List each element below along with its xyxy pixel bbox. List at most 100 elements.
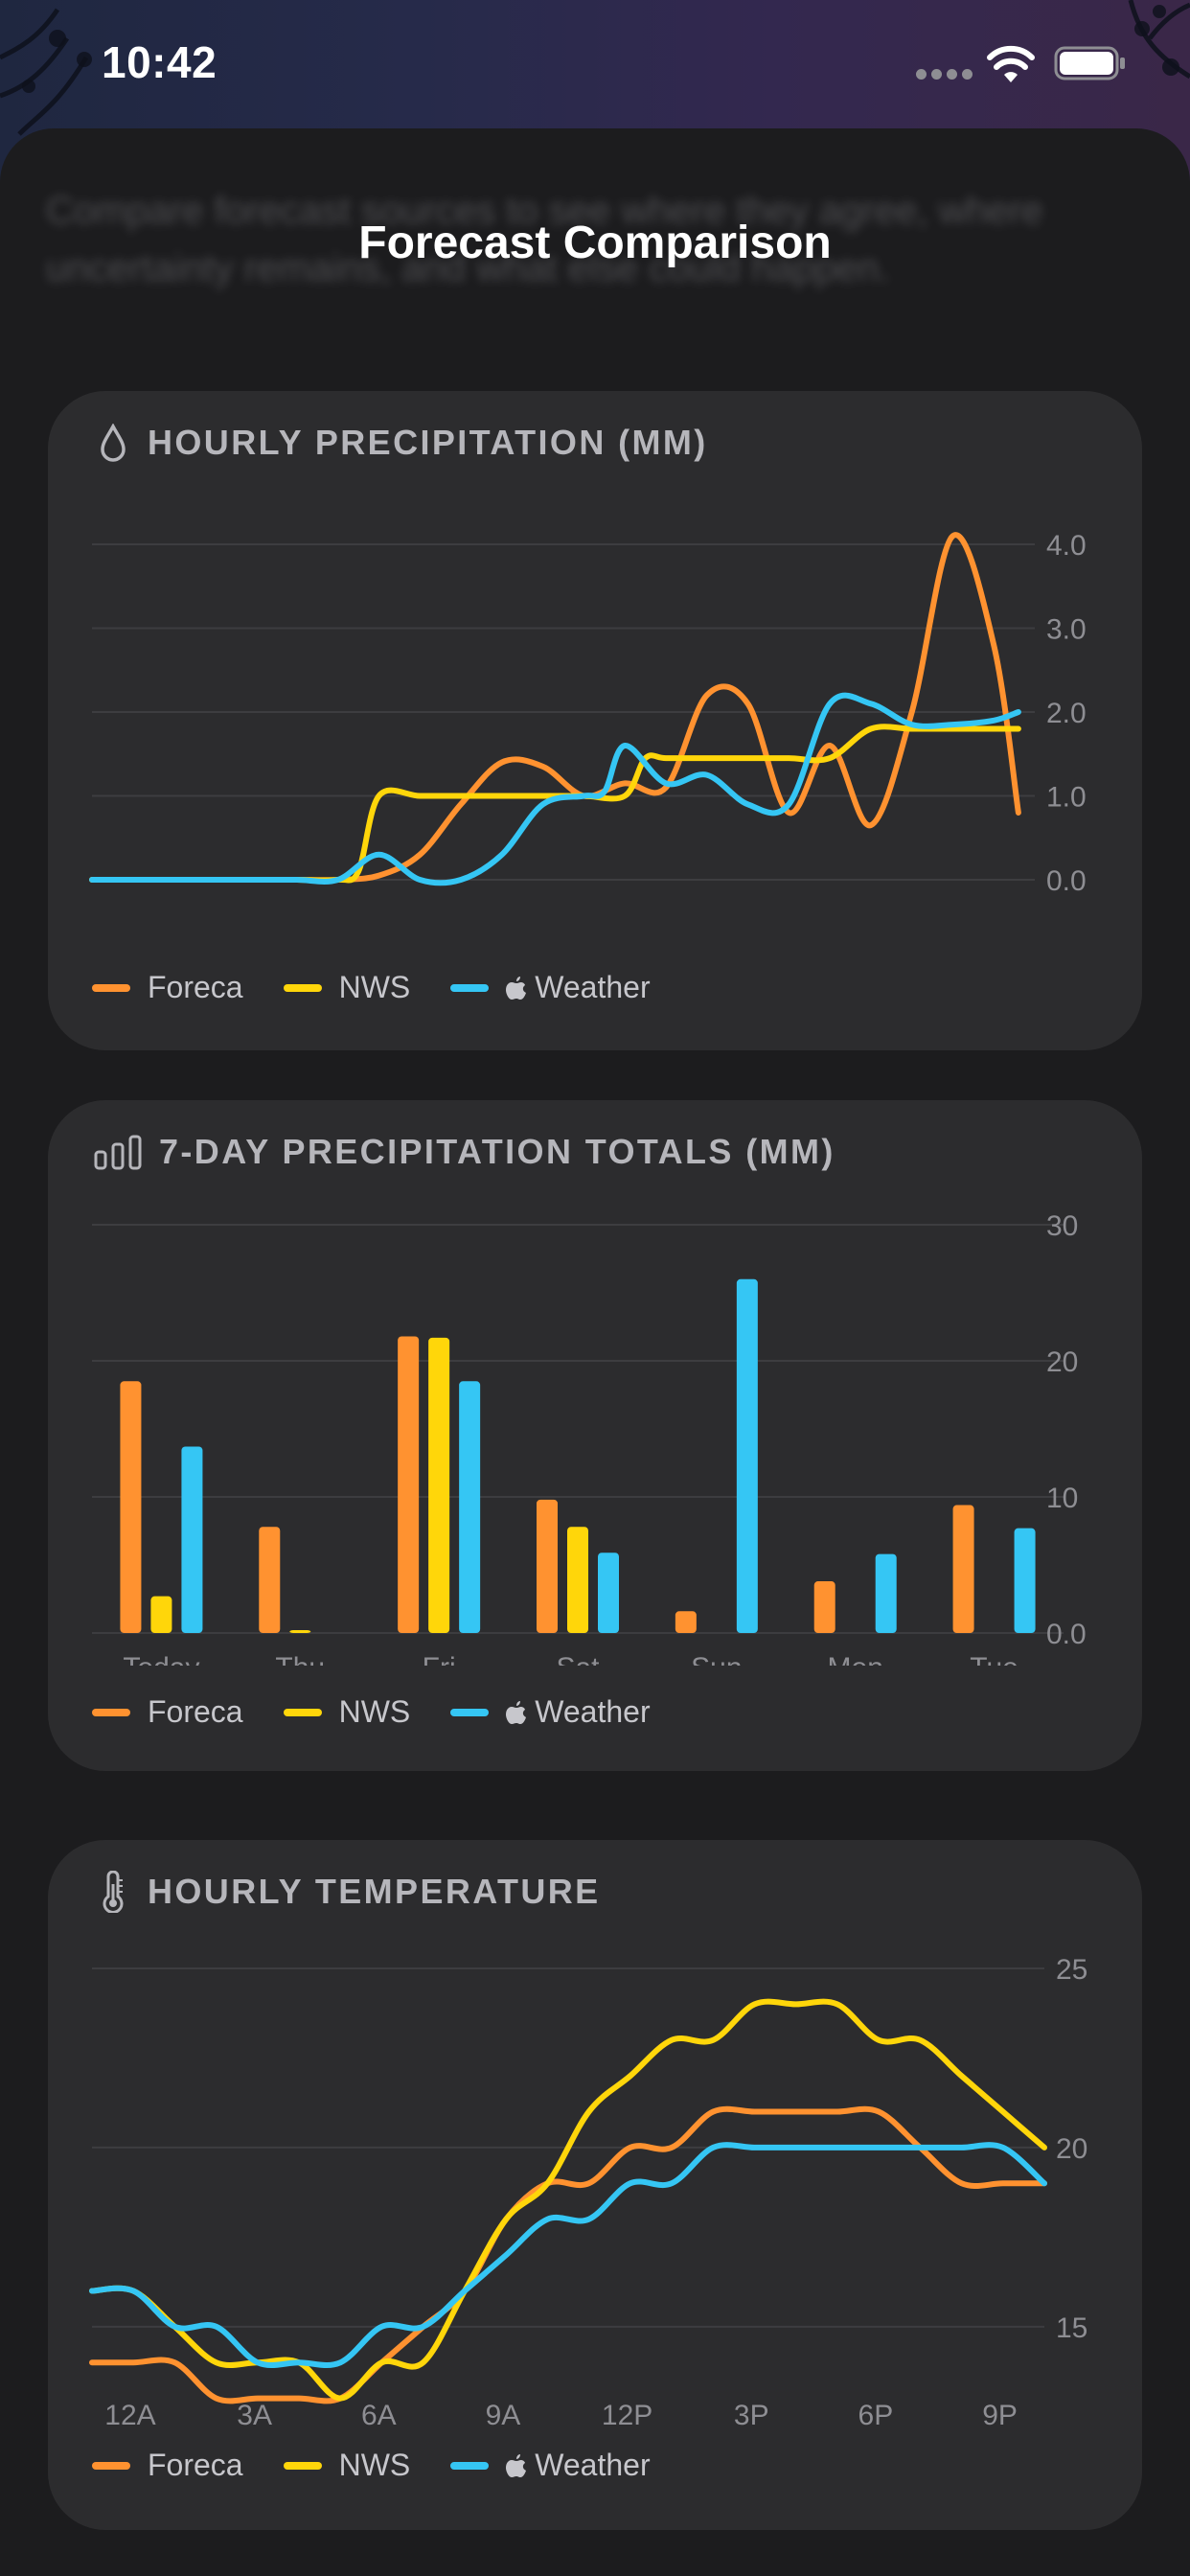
hourly-precipitation-chart: 0.01.02.03.04.012A3A6A9A12P3P6P9P [89, 530, 1087, 897]
x-tick-label: 3A [237, 2400, 272, 2431]
bar-nws [428, 1337, 450, 1633]
y-tick-label: 2.0 [1046, 698, 1087, 729]
legend-label: Foreca [148, 2448, 243, 2482]
x-tick-label: 6P [858, 2400, 894, 2431]
bar-weather [459, 1381, 481, 1633]
card-header: Hourly Precipitation (mm) [92, 420, 708, 466]
legend-swatch [450, 1708, 490, 1716]
forecast-comparison-sheet: Compare forecast sources to see where th… [0, 128, 1190, 2576]
x-tick-label: 12P [602, 2400, 652, 2431]
series-line-weather [89, 2142, 1047, 2368]
x-tick-label: 6A [361, 2400, 397, 2431]
battery-icon [1054, 46, 1125, 80]
legend-item-apple-weather: Weather [450, 1694, 651, 1730]
tree-branches-decoration [0, 0, 1190, 136]
legend-label: NWS [338, 1694, 411, 1729]
bar-weather [1014, 1528, 1036, 1633]
card-title: Hourly Temperature [148, 1872, 601, 1911]
series-line-nws [89, 724, 1021, 884]
apple-logo-icon [506, 2453, 527, 2477]
legend-swatch [283, 2461, 322, 2470]
wifi-icon [987, 45, 1035, 82]
legend-item-nws: NWS [283, 2448, 410, 2483]
x-tick-label: 9P [982, 2400, 1018, 2431]
bar-foreca [675, 1611, 697, 1633]
legend-label: NWS [338, 970, 411, 1004]
bar-weather [181, 1446, 203, 1633]
legend-swatch [92, 1708, 130, 1716]
bar-foreca [813, 1581, 835, 1633]
y-tick-label: 1.0 [1046, 782, 1087, 814]
legend-item-foreca: Foreca [92, 2448, 243, 2483]
legend-label: Weather [535, 1694, 651, 1729]
x-tick-label: Mon [828, 1652, 883, 1666]
card-title: Hourly Precipitation (mm) [148, 423, 708, 462]
legend-label: Weather [535, 970, 651, 1004]
y-tick-label: 0.0 [1046, 1619, 1087, 1650]
legend-item-apple-weather: Weather [450, 2448, 651, 2483]
hourly-precipitation-card: Hourly Precipitation (mm) 0.0 1.0 2.0 3.0 4.… [48, 391, 1142, 1050]
bar-weather [598, 1552, 619, 1633]
bar-nws [289, 1630, 311, 1633]
card-title: 7-Day Precipitation Totals (mm) [159, 1132, 835, 1171]
thermometer-icon [92, 1871, 134, 1913]
x-tick-label: Thu [275, 1652, 325, 1666]
card-header: 7-Day Precipitation Totals (mm) [92, 1129, 835, 1175]
legend-swatch [450, 2461, 490, 2470]
bar-nws [567, 1527, 588, 1633]
y-tick-label: 3.0 [1046, 614, 1087, 646]
legend-label: Weather [535, 2448, 651, 2482]
page-title: Forecast Comparison [358, 218, 832, 268]
hourly-temperature-chart: 15 20 25 12A 3A 6A 9A 12P 3P 6P 9P [89, 1954, 1087, 2431]
x-tick-label: 12A [104, 2400, 155, 2431]
x-tick-label: Sun [691, 1652, 742, 1666]
legend-item-foreca: Foreca [92, 1694, 243, 1730]
card-header: Hourly Temperature [92, 1869, 601, 1915]
legend-swatch [92, 2461, 130, 2470]
y-tick-label: 30 [1046, 1210, 1078, 1242]
x-tick-label: Tue [970, 1652, 1018, 1666]
y-tick-label: 20 [1056, 2133, 1087, 2165]
chart-legend: Foreca NWS Weather [92, 970, 691, 1005]
y-tick-label: 10 [1046, 1483, 1078, 1514]
y-tick-label: 15 [1056, 2312, 1087, 2344]
apple-logo-icon [506, 976, 527, 1000]
legend-item-apple-weather: Weather [450, 970, 651, 1005]
x-tick-label: Today [123, 1652, 199, 1666]
legend-item-nws: NWS [283, 970, 411, 1005]
bar-weather [736, 1278, 758, 1633]
bar-foreca [259, 1527, 281, 1633]
x-tick-label: Fri [423, 1652, 456, 1666]
apple-logo-icon [506, 1700, 527, 1724]
weekly-precipitation-card: 7-Day Precipitation Totals (mm) 0.0 10 20 3… [48, 1100, 1142, 1771]
bar-foreca [398, 1336, 420, 1633]
series-line-foreca [89, 2105, 1047, 2404]
legend-item-foreca: Foreca [92, 970, 243, 1005]
legend-label: Foreca [148, 1694, 243, 1729]
status-bar: 10:42 [0, 0, 1190, 128]
legend-label: Foreca [148, 970, 243, 1004]
legend-swatch [450, 983, 490, 992]
y-tick-label: 0.0 [1046, 865, 1087, 897]
bar-foreca [952, 1505, 974, 1633]
legend-swatch [283, 983, 322, 992]
legend-swatch [92, 983, 130, 992]
y-tick-label: 25 [1056, 1954, 1087, 1986]
raindrop-icon [92, 422, 134, 464]
legend-swatch [283, 1708, 322, 1716]
bar-nws [150, 1596, 172, 1633]
bar-chart-icon [92, 1131, 146, 1173]
x-tick-label: 9A [486, 2400, 521, 2431]
status-time: 10:42 [102, 37, 217, 87]
weekly-precipitation-chart: 0.0 10 20 30 Today Thu Fri Sat Sun Mon Tue [92, 1210, 1087, 1666]
bar-foreca [537, 1499, 558, 1633]
y-tick-label: 20 [1046, 1346, 1078, 1378]
intro-text: Compare forecast sources to see where th… [46, 190, 1043, 289]
x-tick-label: 3P [734, 2400, 769, 2431]
y-tick-label: 4.0 [1046, 530, 1087, 562]
x-tick-label: Sat [556, 1652, 600, 1666]
cellular-signal-icon [916, 69, 973, 80]
bar-weather [875, 1553, 897, 1633]
chart-legend: Foreca NWS Weather [92, 1694, 691, 1730]
bar-foreca [120, 1381, 142, 1633]
